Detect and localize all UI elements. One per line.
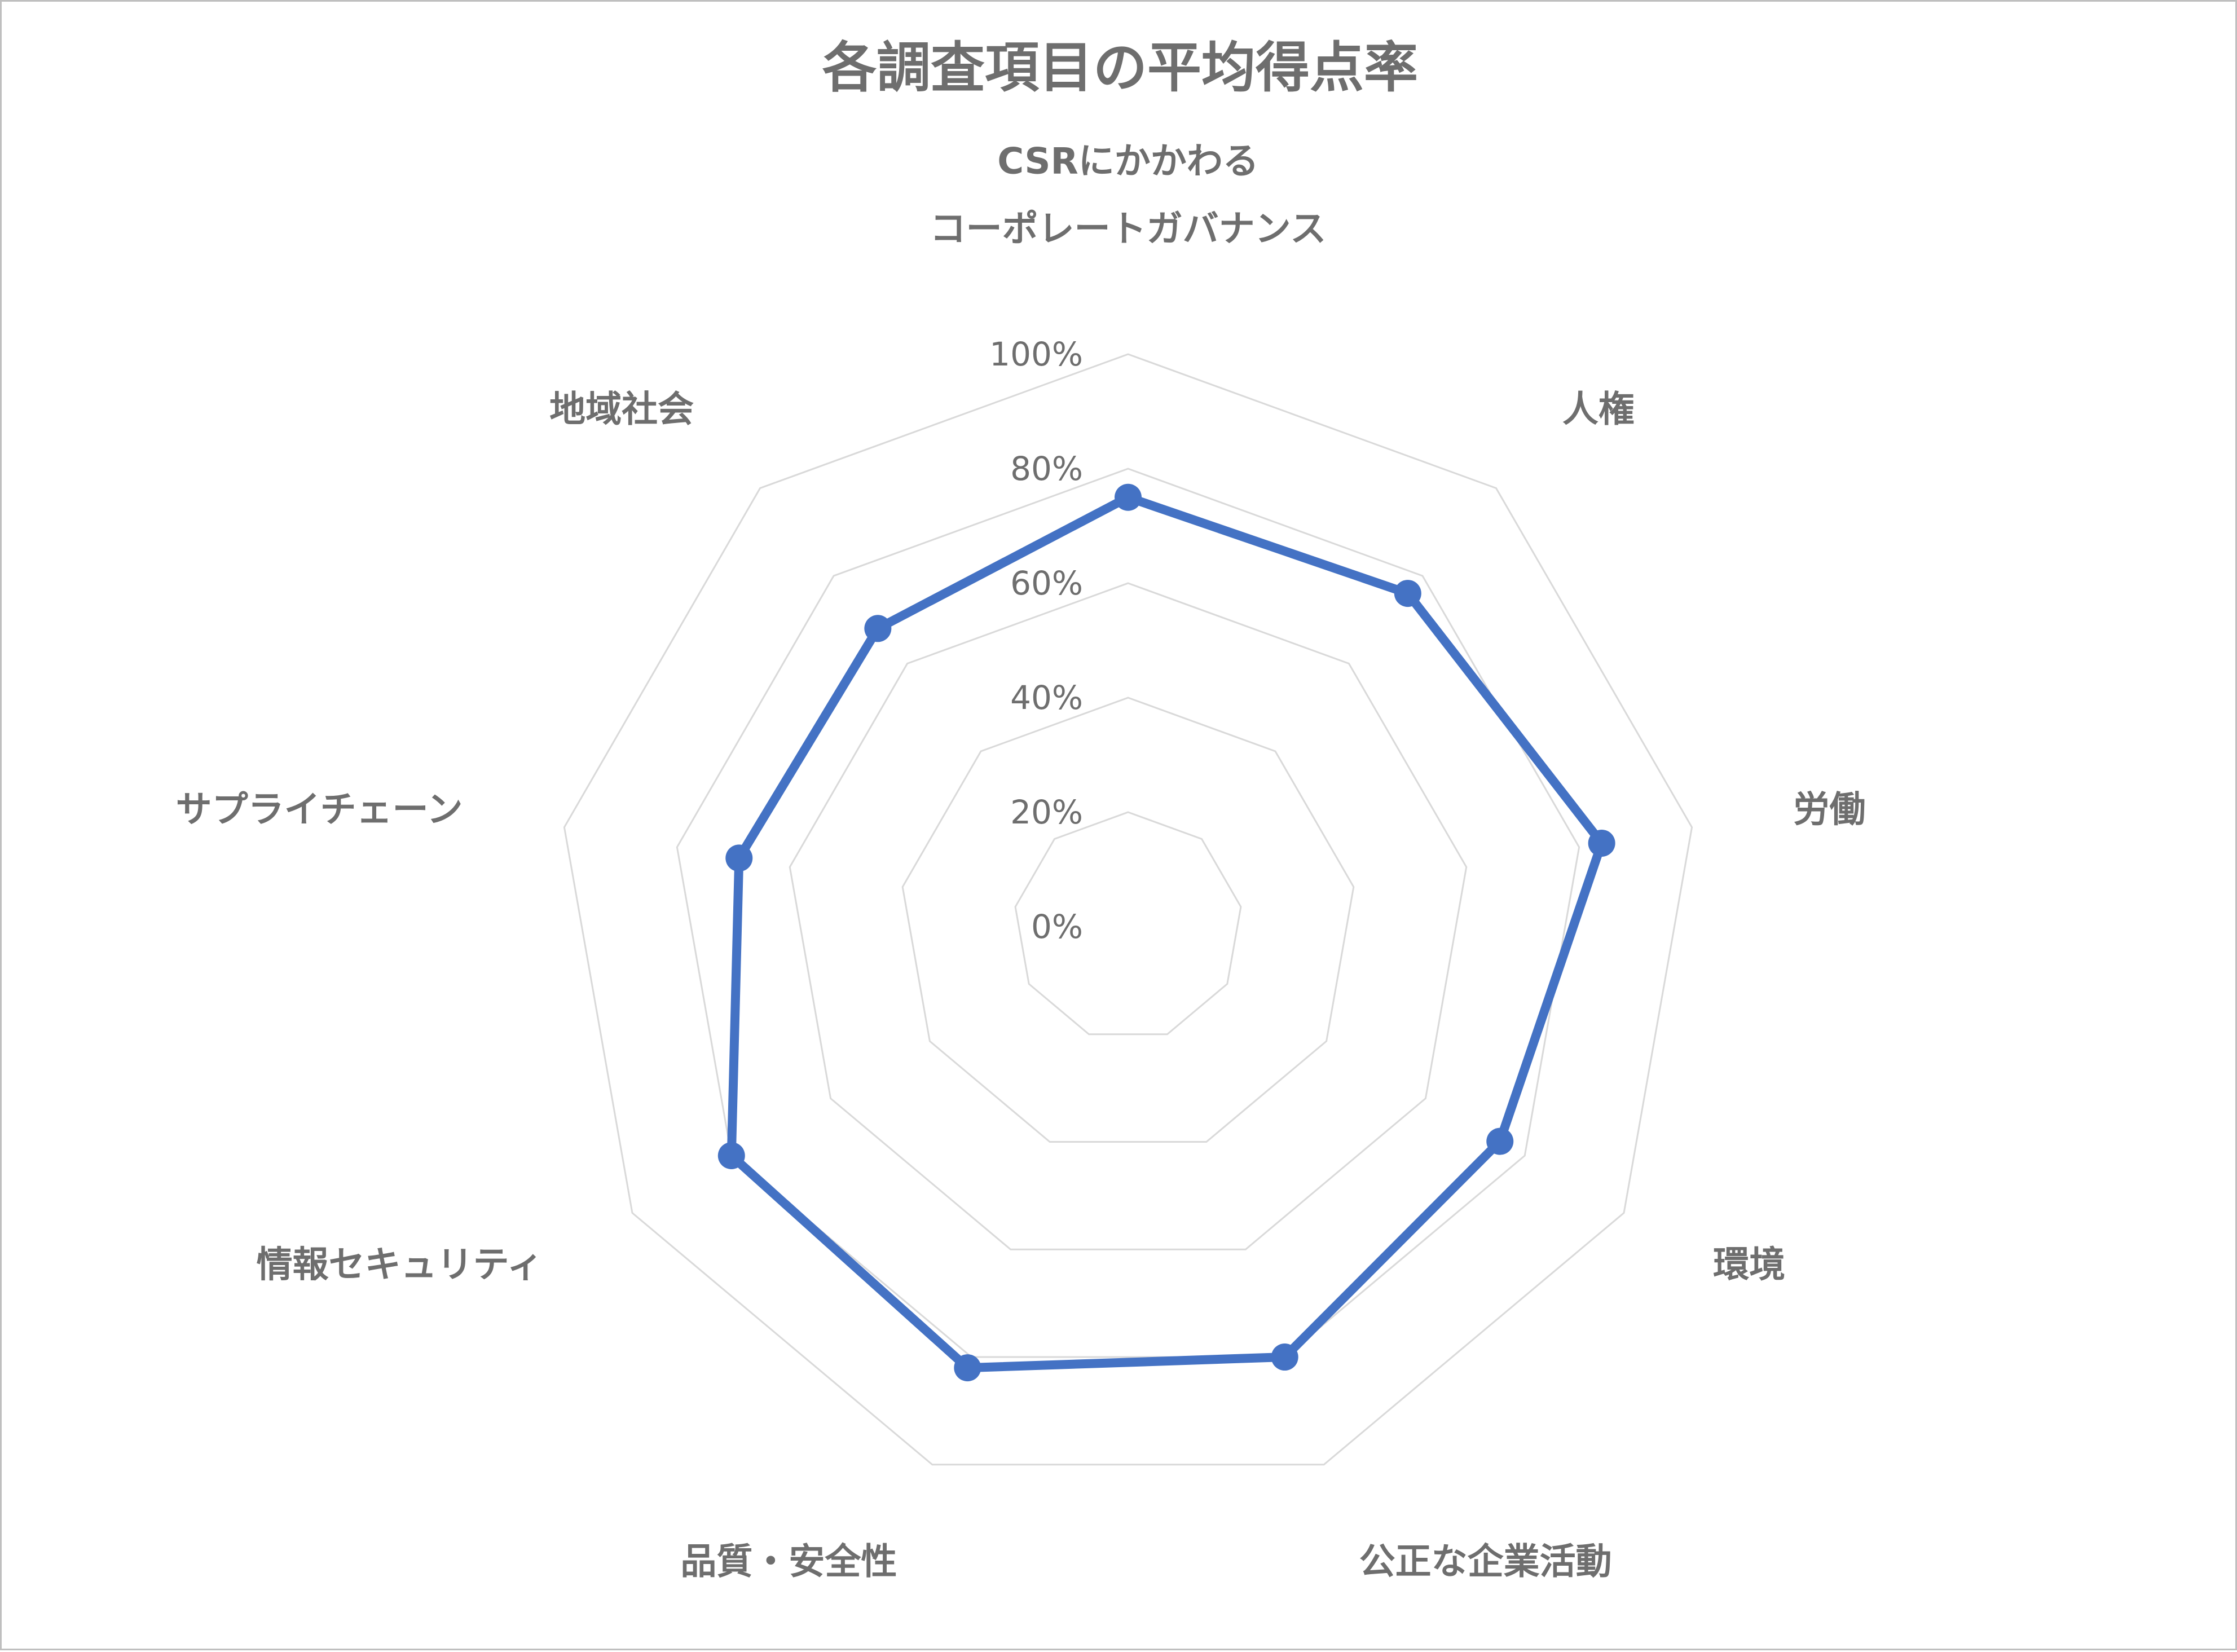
tick-label: 60% [1010, 564, 1083, 602]
category-label: 地域社会 [549, 389, 694, 431]
category-label: 情報セキュリティ [257, 1244, 543, 1286]
category-label: 公正な企業活動 [1359, 1541, 1612, 1583]
category-label: 環境 [1713, 1244, 1785, 1286]
data-point [717, 1142, 745, 1169]
grid-ring [901, 697, 1355, 1143]
data-point [1588, 829, 1615, 857]
data-point [1271, 1343, 1298, 1371]
data-series [717, 483, 1615, 1382]
data-point [1115, 483, 1142, 511]
tick-label: 40% [1010, 679, 1083, 717]
grid-ring [563, 353, 1693, 1466]
tick-label: 0% [1031, 908, 1083, 946]
tick-label: 20% [1010, 793, 1083, 831]
tick-label: 80% [1010, 450, 1083, 488]
series-line [726, 492, 1606, 1373]
data-point [1486, 1127, 1514, 1155]
chart-title: 各調査項目の平均得点率 [822, 36, 1418, 99]
data-point [864, 615, 892, 642]
category-label: 人権 [1562, 389, 1635, 431]
category-label: CSRにかかわる [997, 140, 1259, 182]
category-label: コーポレートガバナンス [930, 208, 1327, 250]
radial-tick-labels: 0% 20% 40% 60% 80% 100% [989, 335, 1083, 946]
category-label: 品質・安全性 [680, 1541, 897, 1583]
data-point [1394, 580, 1421, 607]
grid-ring [789, 582, 1468, 1250]
grid-ring [1014, 811, 1242, 1036]
category-label: 労働 [1794, 789, 1866, 831]
category-label: サプライチェーン [176, 789, 463, 831]
tick-label: 100% [989, 335, 1083, 373]
data-point [954, 1354, 981, 1382]
data-point [725, 844, 753, 872]
